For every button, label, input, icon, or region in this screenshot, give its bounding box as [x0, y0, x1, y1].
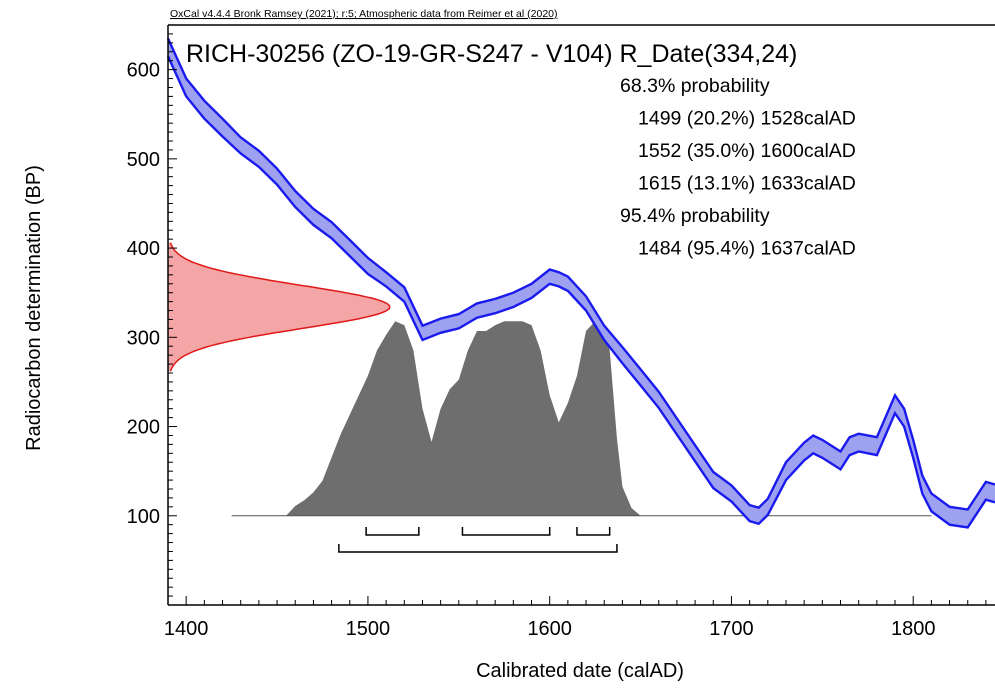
x-tick-label: 1600: [527, 618, 572, 640]
probability-range-text: 1499 (20.2%) 1528calAD: [638, 108, 856, 130]
x-tick-label: 1400: [164, 618, 209, 640]
probability-summary: 68.3% probability 1499 (20.2%) 1528calAD 1…: [620, 75, 856, 260]
x-axis-label: Calibrated date (calAD): [476, 660, 684, 682]
y-tick-label: 600: [127, 60, 160, 82]
range-95-bracket: [338, 544, 618, 553]
probability-range-brackets: [338, 527, 618, 553]
radiocarbon-date-fill: [168, 242, 390, 372]
posterior-distribution-group: [231, 321, 932, 517]
chart-title: RICH-30256 (ZO-19-GR-S247 - V104) R_Date…: [186, 40, 797, 68]
x-tick-label: 1800: [891, 618, 936, 640]
x-tick-label: 1500: [346, 618, 391, 640]
y-tick-label: 400: [127, 238, 160, 260]
calibration-curve-group: [166, 37, 995, 529]
calibration-curve-lower-line: [166, 55, 995, 529]
y-tick-label: 100: [127, 506, 160, 528]
range-68-bracket: [461, 527, 551, 536]
y-tick-label: 500: [127, 149, 160, 171]
y-axis-label: Radiocarbon determination (BP): [23, 165, 45, 451]
chart-header: OxCal v4.4.4 Bronk Ramsey (2021); r:5; A…: [170, 8, 558, 20]
radiocarbon-date-line: [169, 242, 391, 372]
posterior-distribution-area: [231, 321, 932, 516]
probability-heading: 68.3% probability: [620, 75, 770, 97]
probability-range-text: 1552 (35.0%) 1600calAD: [638, 140, 856, 162]
y-tick-label: 300: [127, 327, 160, 349]
y-tick-label: 200: [127, 417, 160, 439]
calibration-curve-upper-line: [166, 37, 995, 511]
radiocarbon-date-distribution-group: [168, 242, 391, 372]
probability-range-text: 1484 (95.4%) 1637calAD: [638, 238, 856, 260]
range-68-bracket: [365, 527, 420, 536]
probability-range-text: 1615 (13.1%) 1633calAD: [638, 173, 856, 195]
range-68-bracket: [576, 527, 611, 536]
x-tick-label: 1700: [709, 618, 754, 640]
axes-group: 100 200 300 400 500 600 1400 1500 1600 1700 1800: [127, 24, 995, 640]
probability-heading: 95.4% probability: [620, 205, 770, 227]
